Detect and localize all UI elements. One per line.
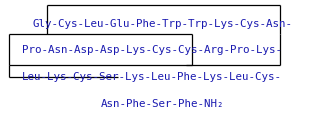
Text: Gly-Cys-Leu-Glu-Phe-Trp-Trp-Lys-Cys-Asn-: Gly-Cys-Leu-Glu-Phe-Trp-Trp-Lys-Cys-Asn-: [32, 19, 292, 29]
Text: Pro-Asn-Asp-Asp-Lys-Cys-Cys-Arg-Pro-Lys-: Pro-Asn-Asp-Asp-Lys-Cys-Cys-Arg-Pro-Lys-: [22, 45, 282, 55]
Text: Leu-Lys-Cys-Ser-Lys-Leu-Phe-Lys-Leu-Cys-: Leu-Lys-Cys-Ser-Lys-Leu-Phe-Lys-Leu-Cys-: [22, 72, 282, 82]
Text: Asn-Phe-Ser-Phe-NH₂: Asn-Phe-Ser-Phe-NH₂: [101, 99, 224, 109]
